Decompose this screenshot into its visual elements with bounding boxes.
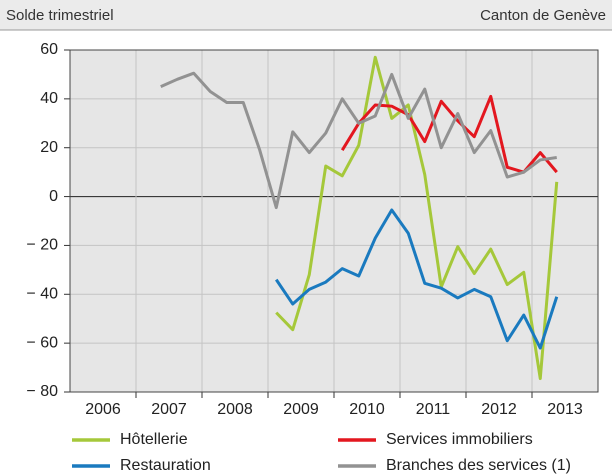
legend-label: Hôtellerie	[120, 431, 188, 448]
y-tick-label: − 40	[26, 286, 58, 303]
series-line	[275, 208, 559, 350]
y-tick-label: 0	[49, 188, 58, 205]
y-tick-label: 20	[40, 139, 58, 156]
y-tick-label: 40	[40, 90, 58, 107]
x-tick-label: 2007	[151, 401, 187, 418]
y-tick-label: − 60	[26, 334, 58, 351]
header-band	[0, 0, 612, 30]
x-tick-label: 2013	[547, 401, 583, 418]
x-tick-label: 2011	[416, 401, 451, 418]
plot-border	[69, 49, 599, 393]
legend-label: Services immobiliers	[386, 431, 533, 448]
chart-subtitle: Canton de Genève	[480, 7, 606, 24]
y-tick-label: − 20	[26, 237, 58, 254]
series-line	[160, 71, 557, 210]
y-tick-label: 60	[40, 41, 58, 58]
y-tick-label: − 80	[26, 383, 58, 400]
x-tick-label: 2012	[481, 401, 517, 418]
x-tick-label: 2006	[85, 401, 121, 418]
x-tick-label: 2008	[217, 401, 253, 418]
x-tick-label: 2009	[283, 401, 319, 418]
chart-title: Solde trimestriel	[6, 7, 114, 24]
legend-label: Restauration	[120, 457, 211, 474]
x-tick-label: 2010	[349, 401, 385, 418]
legend-label: Branches des services (1)	[386, 457, 571, 474]
series-line	[275, 55, 559, 381]
